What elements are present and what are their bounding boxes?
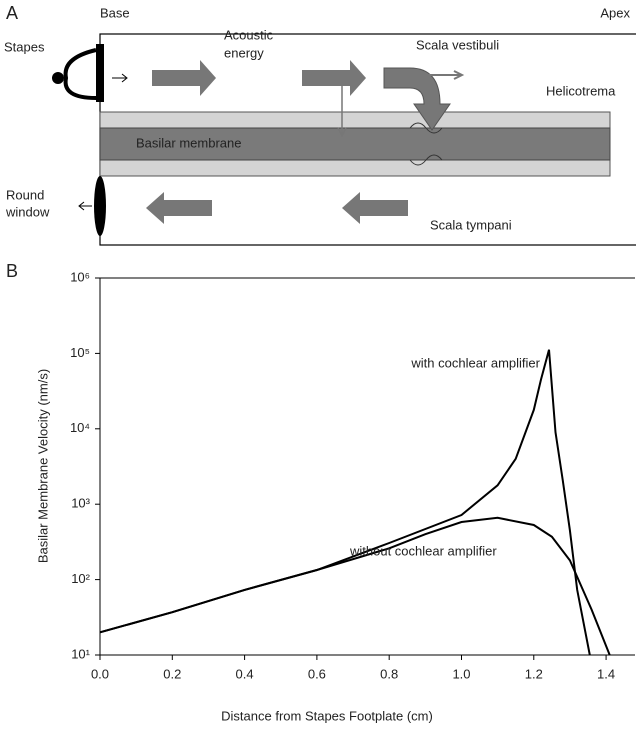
helicotrema-arrow — [383, 67, 451, 131]
acoustic-energy-label: energy — [224, 45, 264, 60]
scala-tympani-label: Scala tympani — [430, 217, 512, 232]
small-arrow — [78, 201, 92, 211]
base-label: Base — [100, 5, 130, 20]
series-line — [99, 349, 591, 656]
x-tick-label: 0.6 — [308, 666, 326, 681]
round-window-label: window — [5, 204, 50, 219]
return-arrow — [146, 192, 212, 224]
x-tick-label: 0.4 — [236, 666, 254, 681]
small-arrow — [337, 86, 347, 138]
panel-label: A — [6, 3, 18, 23]
stapes-label: Stapes — [4, 39, 45, 54]
membrane-wave — [409, 122, 443, 166]
x-tick-label: 0.2 — [163, 666, 181, 681]
apex-label: Apex — [600, 5, 630, 20]
panel-label: B — [6, 261, 18, 281]
series-annotation: without cochlear amplifier — [349, 543, 497, 558]
y-tick-label: 10⁶ — [70, 269, 90, 284]
series-annotation: with cochlear amplifier — [410, 355, 540, 370]
series-line — [99, 516, 611, 656]
acoustic-energy-label: Acoustic — [224, 27, 274, 42]
x-tick-label: 1.0 — [452, 666, 470, 681]
y-tick-label: 10⁴ — [70, 420, 90, 435]
return-arrow — [342, 192, 408, 224]
round-window — [94, 176, 106, 236]
x-tick-label: 1.2 — [525, 666, 543, 681]
y-tick-label: 10³ — [71, 496, 90, 511]
small-arrow — [420, 70, 465, 80]
scala-vestibuli-label: Scala vestibuli — [416, 37, 499, 52]
y-tick-label: 10² — [71, 571, 90, 586]
panel-b: B Distance from Stapes Footplate (cm) Ba… — [6, 261, 635, 723]
energy-arrow — [152, 60, 216, 96]
panel-a: A Base Apex Basilar membrane Stapes Acou… — [4, 3, 636, 246]
stapes-arch — [63, 48, 97, 100]
small-arrow — [112, 73, 128, 83]
basilar-membrane — [99, 127, 611, 161]
energy-arrow — [302, 60, 366, 96]
stapes-footplate — [96, 44, 104, 102]
y-axis-title: Basilar Membrane Velocity (nm/s) — [35, 369, 50, 563]
y-tick-label: 10¹ — [71, 646, 90, 661]
stapes-head — [52, 72, 64, 84]
x-axis-title: Distance from Stapes Footplate (cm) — [221, 708, 433, 723]
helicotrema-label: Helicotrema — [546, 83, 616, 98]
y-tick-label: 10⁵ — [70, 345, 90, 360]
x-tick-label: 0.0 — [91, 666, 109, 681]
x-tick-label: 0.8 — [380, 666, 398, 681]
x-tick-label: 1.4 — [597, 666, 615, 681]
basilar-membrane-label: Basilar membrane — [136, 135, 242, 150]
round-window-label: Round — [6, 187, 44, 202]
